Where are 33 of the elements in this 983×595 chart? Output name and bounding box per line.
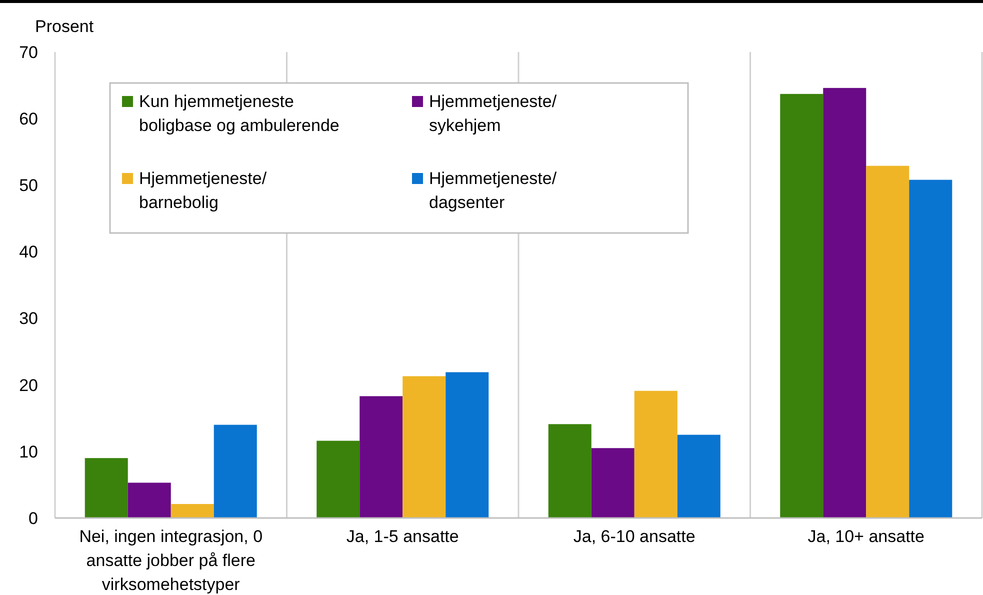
- y-tick-label: 10: [19, 442, 38, 462]
- x-tick-label: Ja, 1-5 ansatte: [346, 527, 459, 546]
- bar: [360, 396, 403, 518]
- y-tick-label: 50: [19, 176, 38, 196]
- y-tick-label: 70: [19, 42, 38, 62]
- bar: [446, 372, 489, 518]
- bar: [214, 424, 257, 518]
- bar: [866, 166, 910, 518]
- bar: [634, 390, 678, 518]
- x-tick-label: Nei, ingen integrasjon, 0 ansatte jobber på flere virksomehetstyper: [79, 527, 263, 594]
- y-tick-label: 0: [28, 508, 38, 528]
- bar: [316, 440, 360, 518]
- y-tick-label: 20: [19, 376, 38, 395]
- y-tick-label: 60: [19, 110, 38, 129]
- bar: [84, 458, 128, 518]
- bar: [780, 94, 824, 518]
- x-tick-label: Ja, 10+ ansatte: [808, 527, 924, 546]
- y-tick-label: 30: [19, 309, 38, 328]
- y-tick-label: 40: [19, 242, 38, 262]
- bar: [591, 448, 634, 518]
- bar: [909, 180, 952, 518]
- y-axis-title: Prosent: [35, 17, 94, 36]
- bar: [548, 424, 592, 518]
- bar: [823, 88, 866, 518]
- bar: [170, 504, 214, 518]
- x-tick-label: Ja, 6-10 ansatte: [573, 527, 696, 546]
- bar: [128, 482, 171, 518]
- bar: [677, 434, 720, 518]
- legend-label: Hjemmetjeneste/ dagsenter: [429, 169, 557, 212]
- legend-label: Kun hjemmetjeneste boligbase og ambulerende: [139, 92, 340, 135]
- legend-label: Hjemmetjeneste/ barnebolig: [139, 169, 267, 212]
- legend-label: Hjemmetjeneste/ sykehjem: [429, 92, 557, 135]
- bar: [402, 376, 446, 518]
